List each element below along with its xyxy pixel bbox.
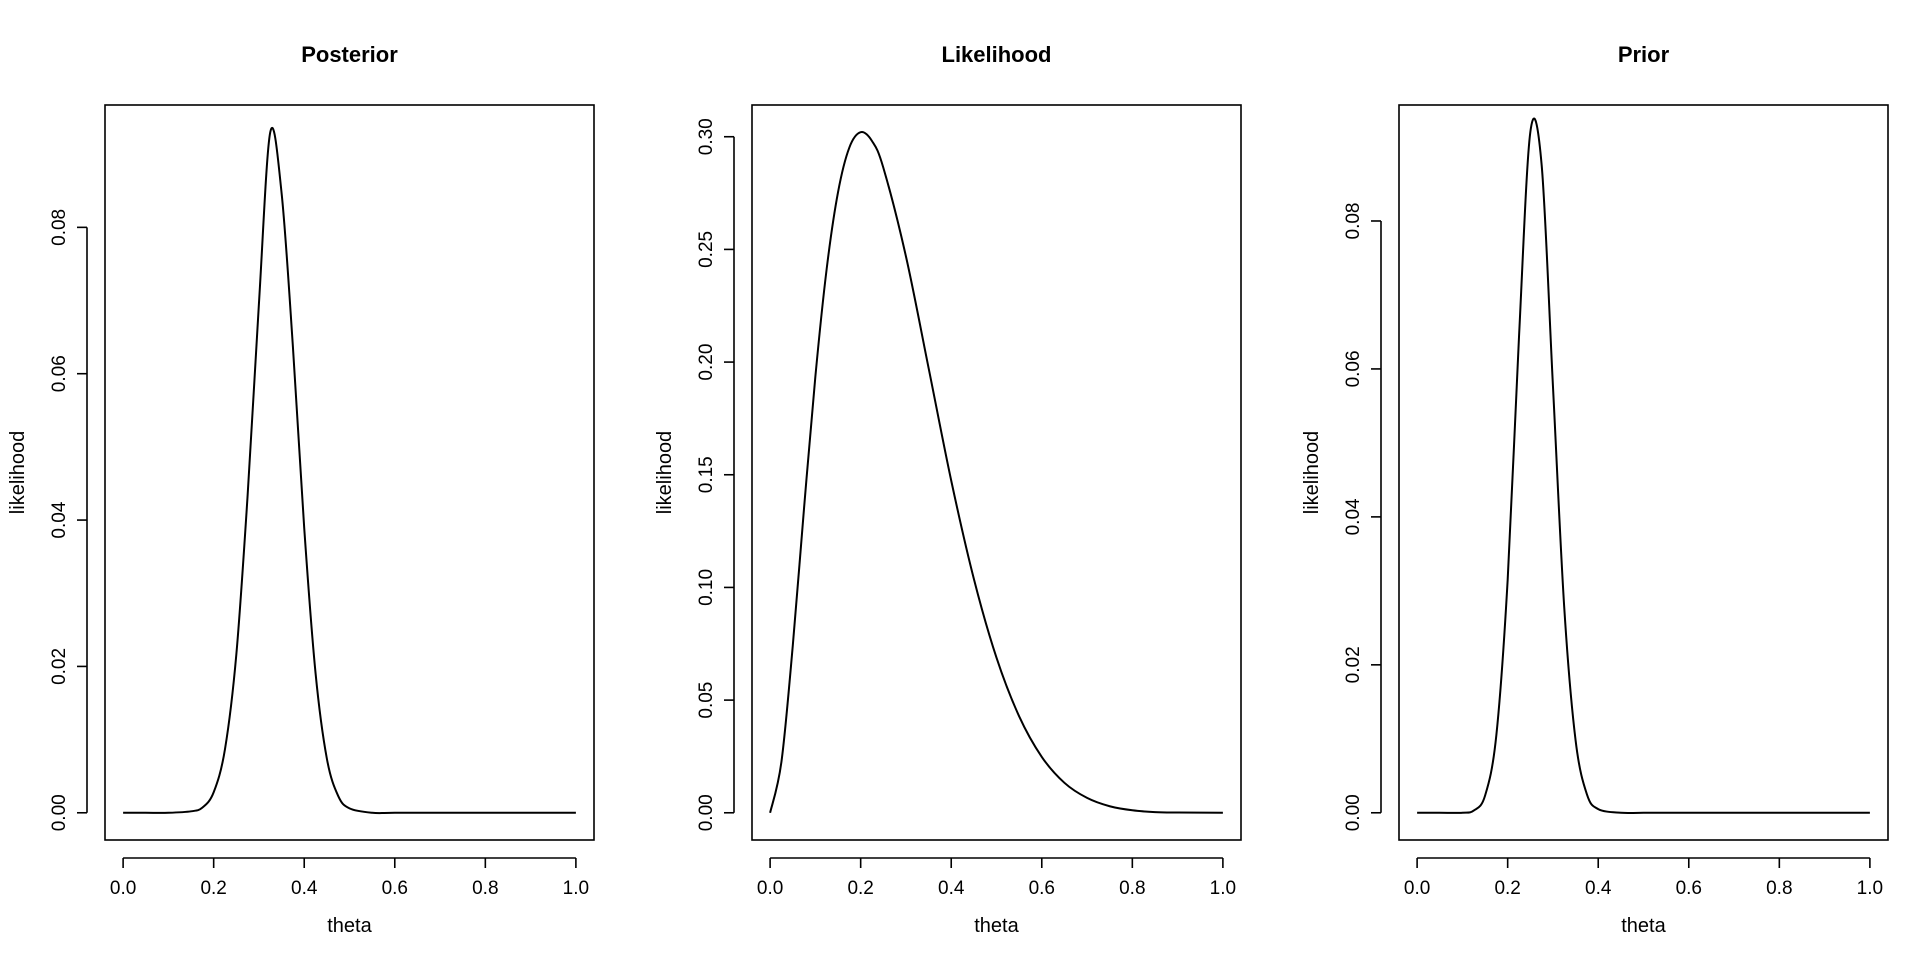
posterior-x-axis-label: theta bbox=[327, 915, 372, 937]
likelihood-y-tick-label: 0.30 bbox=[696, 118, 717, 155]
posterior-x-tick-label: 0.0 bbox=[110, 878, 136, 899]
likelihood-y-tick-label: 0.00 bbox=[696, 794, 717, 831]
prior-x-axis-label: theta bbox=[1621, 915, 1666, 937]
posterior-title: Posterior bbox=[301, 42, 398, 67]
likelihood-plot-frame bbox=[751, 104, 1242, 841]
likelihood-x-axis-label: theta bbox=[974, 915, 1019, 937]
prior-y-tick-label: 0.08 bbox=[1343, 202, 1364, 239]
prior-x-tick-label: 0.8 bbox=[1766, 878, 1792, 899]
posterior-x-tick-label: 1.0 bbox=[563, 878, 589, 899]
posterior-y-tick-label: 0.04 bbox=[49, 501, 70, 538]
posterior-x-tick-label: 0.6 bbox=[382, 878, 408, 899]
prior-x-tick-label: 1.0 bbox=[1857, 878, 1883, 899]
prior-x-tick-label: 0.4 bbox=[1585, 878, 1612, 899]
likelihood-x-tick-label: 0.8 bbox=[1119, 878, 1145, 899]
likelihood-panel: Likelihood 0.0 0.2 0.4 0.6 0.8 1.0 theta 0.00 0.0… bbox=[654, 42, 1242, 937]
prior-x-tick-label: 0.2 bbox=[1494, 878, 1520, 899]
posterior-y-tick-label: 0.02 bbox=[49, 648, 70, 685]
prior-y-axis-label: likelihood bbox=[1301, 431, 1323, 514]
likelihood-y-tick-label: 0.15 bbox=[696, 456, 717, 493]
posterior-x-tick-label: 0.2 bbox=[200, 878, 226, 899]
likelihood-y-axis-label: likelihood bbox=[654, 431, 676, 514]
likelihood-y-tick-label: 0.05 bbox=[696, 682, 717, 719]
posterior-plot-frame bbox=[104, 104, 595, 841]
prior-panel: Prior 0.0 0.2 0.4 0.6 0.8 1.0 theta 0.00 0.02 0.04… bbox=[1301, 42, 1889, 937]
likelihood-x-tick-label: 0.6 bbox=[1029, 878, 1055, 899]
prior-plot-frame bbox=[1398, 104, 1889, 841]
prior-y-tick-label: 0.06 bbox=[1343, 350, 1364, 387]
likelihood-x-tick-label: 0.0 bbox=[757, 878, 783, 899]
prior-title: Prior bbox=[1618, 42, 1670, 67]
posterior-y-tick-label: 0.00 bbox=[49, 794, 70, 831]
posterior-y-tick-label: 0.06 bbox=[49, 355, 70, 392]
likelihood-x-tick-label: 0.4 bbox=[938, 878, 965, 899]
prior-y-tick-label: 0.00 bbox=[1343, 794, 1364, 831]
prior-x-tick-label: 0.0 bbox=[1404, 878, 1430, 899]
prior-curve bbox=[1417, 117, 1870, 815]
posterior-panel: Posterior 0.0 0.2 0.4 0.6 0.8 1.0 theta 0.00 0.02… bbox=[7, 42, 595, 937]
posterior-x-tick-label: 0.8 bbox=[472, 878, 498, 899]
posterior-x-tick-label: 0.4 bbox=[291, 878, 318, 899]
prior-y-tick-label: 0.04 bbox=[1343, 498, 1364, 535]
posterior-y-axis-label: likelihood bbox=[7, 431, 29, 514]
likelihood-x-tick-label: 0.2 bbox=[847, 878, 873, 899]
likelihood-y-tick-label: 0.25 bbox=[696, 231, 717, 268]
likelihood-y-tick-label: 0.10 bbox=[696, 569, 717, 606]
likelihood-title: Likelihood bbox=[942, 42, 1052, 67]
posterior-y-tick-label: 0.08 bbox=[49, 209, 70, 246]
likelihood-x-tick-label: 1.0 bbox=[1210, 878, 1236, 899]
prior-x-tick-label: 0.6 bbox=[1676, 878, 1702, 899]
likelihood-y-tick-label: 0.20 bbox=[696, 344, 717, 381]
likelihood-curve bbox=[769, 131, 1223, 814]
prior-y-tick-label: 0.02 bbox=[1343, 646, 1364, 683]
posterior-curve bbox=[123, 127, 576, 815]
